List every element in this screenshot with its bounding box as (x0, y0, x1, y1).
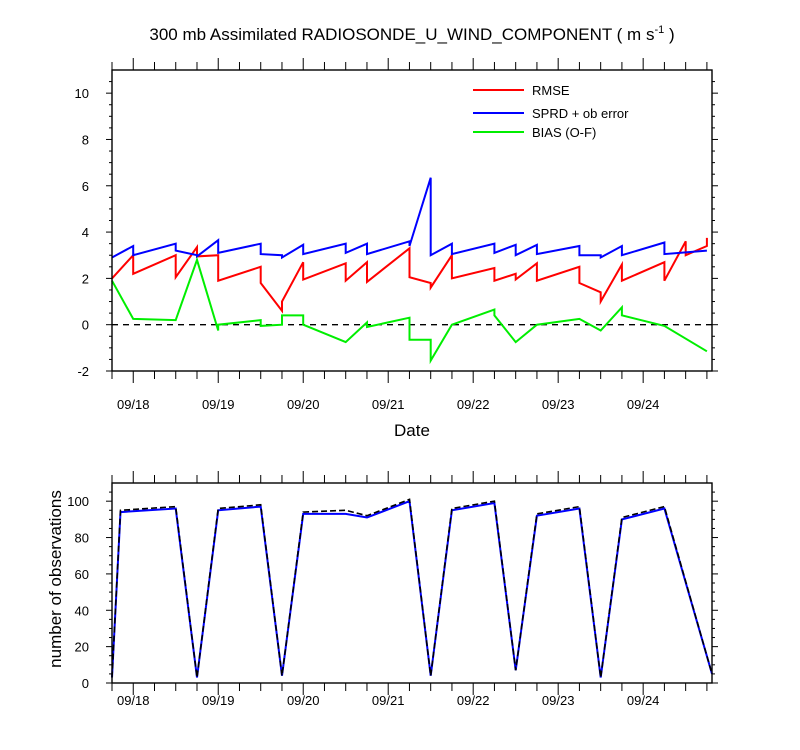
series-line-observations-dashed (111, 498, 713, 678)
x-tick-label: 09/23 (542, 693, 575, 708)
x-tick-label: 09/23 (542, 397, 575, 412)
y-tick-label: 20 (75, 640, 89, 655)
y-tick-label: 4 (82, 225, 89, 240)
bottom-plot-frame (111, 482, 713, 684)
series-line-sprd-ob-error (111, 177, 707, 260)
x-tick-label: 09/19 (202, 693, 235, 708)
legend: RMSE SPRD + ob error BIAS (O-F) (473, 83, 629, 140)
y-tick-label: 40 (75, 603, 89, 618)
bottom-chart-panel: 0 20 40 60 80 100 09/18 09/19 09/20 09/21 09/22 09/… (46, 471, 718, 708)
x-tick-label: 09/18 (117, 397, 150, 412)
x-tick-label: 09/22 (457, 693, 490, 708)
x-tick-label: 09/18 (117, 693, 150, 708)
series-line-rmse (111, 237, 708, 314)
legend-label-sprd: SPRD + ob error (532, 106, 629, 121)
top-chart-panel: 300 mb Assimilated RADIOSONDE_U_WIND_COM… (75, 24, 718, 440)
y-tick-label: 2 (82, 271, 89, 286)
y-axis-title-observations: number of observations (46, 490, 65, 668)
y-tick-label: 100 (67, 494, 89, 509)
series-line-bias-o-f (111, 256, 708, 365)
legend-label-bias: BIAS (O-F) (532, 125, 596, 140)
y-tick-label: 80 (75, 531, 89, 546)
series-line-observations-solid (111, 499, 713, 678)
y-tick-label: -2 (77, 364, 89, 379)
x-tick-label: 09/21 (372, 693, 405, 708)
x-tick-label: 09/24 (627, 397, 660, 412)
x-tick-label: 09/24 (627, 693, 660, 708)
chart-title: 300 mb Assimilated RADIOSONDE_U_WIND_COM… (149, 24, 674, 44)
x-tick-label: 09/21 (372, 397, 405, 412)
x-tick-label: 09/20 (287, 397, 320, 412)
y-tick-label: 60 (75, 567, 89, 582)
y-tick-label: 10 (75, 86, 89, 101)
x-tick-label: 09/19 (202, 397, 235, 412)
y-tick-label: 6 (82, 179, 89, 194)
y-tick-label: 0 (82, 676, 89, 691)
y-tick-label: 8 (82, 132, 89, 147)
x-axis-title: Date (394, 421, 430, 440)
legend-label-rmse: RMSE (532, 83, 570, 98)
x-tick-label: 09/20 (287, 693, 320, 708)
x-tick-label: 09/22 (457, 397, 490, 412)
y-tick-label: 0 (82, 318, 89, 333)
